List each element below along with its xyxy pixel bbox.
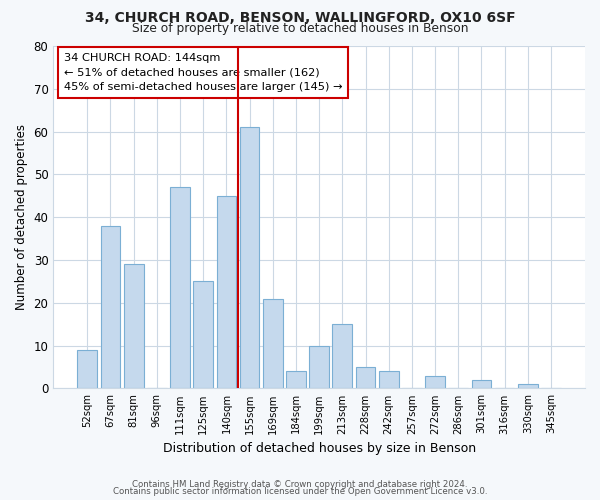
- Bar: [379, 372, 398, 388]
- Bar: [240, 128, 259, 388]
- Text: 34, CHURCH ROAD, BENSON, WALLINGFORD, OX10 6SF: 34, CHURCH ROAD, BENSON, WALLINGFORD, OX…: [85, 11, 515, 25]
- Bar: [124, 264, 143, 388]
- Bar: [356, 367, 376, 388]
- Bar: [263, 298, 283, 388]
- Text: Contains HM Land Registry data © Crown copyright and database right 2024.: Contains HM Land Registry data © Crown c…: [132, 480, 468, 489]
- Text: Size of property relative to detached houses in Benson: Size of property relative to detached ho…: [132, 22, 468, 35]
- Bar: [332, 324, 352, 388]
- Bar: [286, 372, 306, 388]
- Bar: [217, 196, 236, 388]
- Bar: [425, 376, 445, 388]
- Bar: [309, 346, 329, 389]
- Bar: [472, 380, 491, 388]
- Bar: [193, 282, 213, 389]
- Bar: [518, 384, 538, 388]
- Bar: [101, 226, 121, 388]
- Bar: [77, 350, 97, 389]
- X-axis label: Distribution of detached houses by size in Benson: Distribution of detached houses by size …: [163, 442, 476, 455]
- Text: Contains public sector information licensed under the Open Government Licence v3: Contains public sector information licen…: [113, 487, 487, 496]
- Text: 34 CHURCH ROAD: 144sqm
← 51% of detached houses are smaller (162)
45% of semi-de: 34 CHURCH ROAD: 144sqm ← 51% of detached…: [64, 53, 343, 92]
- Y-axis label: Number of detached properties: Number of detached properties: [15, 124, 28, 310]
- Bar: [170, 188, 190, 388]
